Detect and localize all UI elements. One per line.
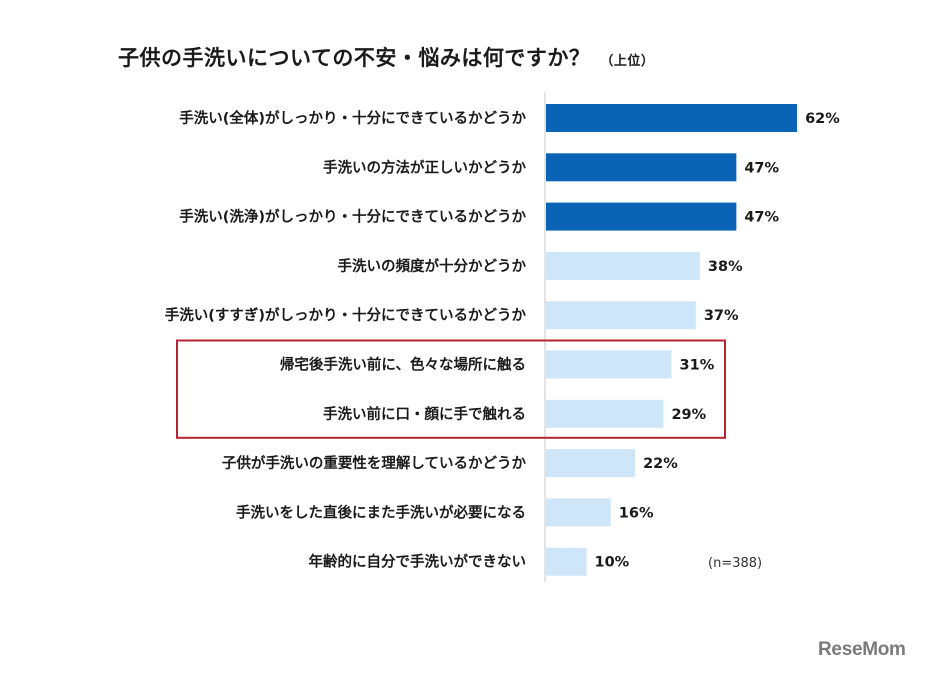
category-label: 手洗いをした直後にまた手洗いが必要になる bbox=[236, 503, 526, 521]
category-label: 手洗いの方法が正しいかどうか bbox=[323, 158, 526, 176]
category-label: 手洗い(全体)がしっかり・十分にできているかどうか bbox=[179, 109, 526, 127]
bar bbox=[546, 251, 700, 280]
value-label: 47% bbox=[744, 160, 779, 176]
chart-subtitle: （上位） bbox=[600, 54, 655, 69]
value-label: 31% bbox=[680, 358, 715, 374]
value-label: 47% bbox=[744, 210, 779, 226]
bar bbox=[546, 498, 611, 527]
category-label: 年齢的に自分で手洗いができない bbox=[309, 553, 527, 571]
value-label: 62% bbox=[805, 111, 840, 127]
category-label: 手洗い(洗浄)がしっかり・十分にできているかどうか bbox=[179, 208, 526, 226]
chart-title: 子供の手洗いについての不安・悩みは何ですか？ （上位） bbox=[118, 42, 654, 72]
value-label: 22% bbox=[643, 456, 678, 472]
bar bbox=[546, 350, 672, 379]
bar bbox=[546, 153, 737, 182]
bar bbox=[546, 449, 636, 478]
value-label: 38% bbox=[708, 259, 743, 275]
category-label: 手洗い(すすぎ)がしっかり・十分にできているかどうか bbox=[165, 306, 527, 324]
bar bbox=[546, 399, 664, 428]
value-label: 16% bbox=[619, 505, 654, 521]
resemom-logo: ReseMom bbox=[818, 639, 906, 660]
value-label: 29% bbox=[671, 407, 706, 423]
category-label: 子供が手洗いの重要性を理解しているかどうか bbox=[222, 454, 527, 472]
sample-size-note: (n=388) bbox=[708, 556, 763, 571]
highlight-box bbox=[176, 339, 726, 439]
chart-title-text: 子供の手洗いについての不安・悩みは何ですか？ bbox=[118, 46, 591, 70]
bar bbox=[546, 301, 696, 330]
bar bbox=[546, 547, 587, 576]
bar bbox=[546, 202, 737, 231]
value-label: 37% bbox=[704, 308, 739, 324]
category-label: 手洗い前に口・顔に手で触れる bbox=[323, 405, 526, 423]
category-label: 帰宅後手洗い前に、色々な場所に触る bbox=[280, 356, 526, 374]
value-label: 10% bbox=[595, 555, 630, 571]
bar bbox=[546, 104, 798, 132]
category-label: 手洗いの頻度が十分かどうか bbox=[338, 257, 527, 275]
